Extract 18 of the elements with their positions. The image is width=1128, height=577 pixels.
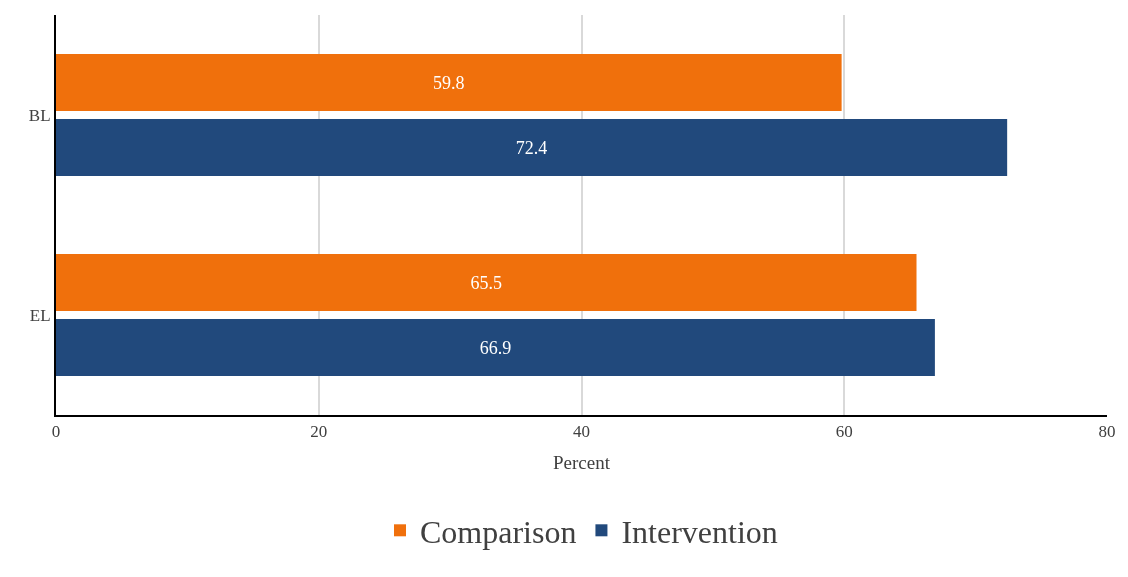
legend-label: Comparison: [420, 513, 577, 550]
bar: [56, 318, 935, 377]
data-label: 66.9: [479, 337, 512, 358]
bar: [56, 53, 842, 112]
x-tick-label: 60: [835, 422, 853, 442]
bar: [56, 118, 1008, 177]
x-axis-title: Percent: [553, 451, 611, 473]
bar: [56, 253, 917, 312]
x-tick-label: 80: [1098, 422, 1116, 442]
data-label: 65.5: [470, 272, 503, 293]
x-tick-label: 0: [51, 422, 61, 442]
legend-label: Intervention: [621, 513, 778, 550]
y-tick-label: BL: [28, 105, 51, 125]
y-tick-label: EL: [29, 305, 51, 325]
x-tick-label: 20: [310, 422, 328, 442]
data-label: 59.8: [433, 72, 465, 93]
data-label: 72.4: [515, 137, 548, 158]
x-tick-label: 40: [573, 422, 590, 442]
